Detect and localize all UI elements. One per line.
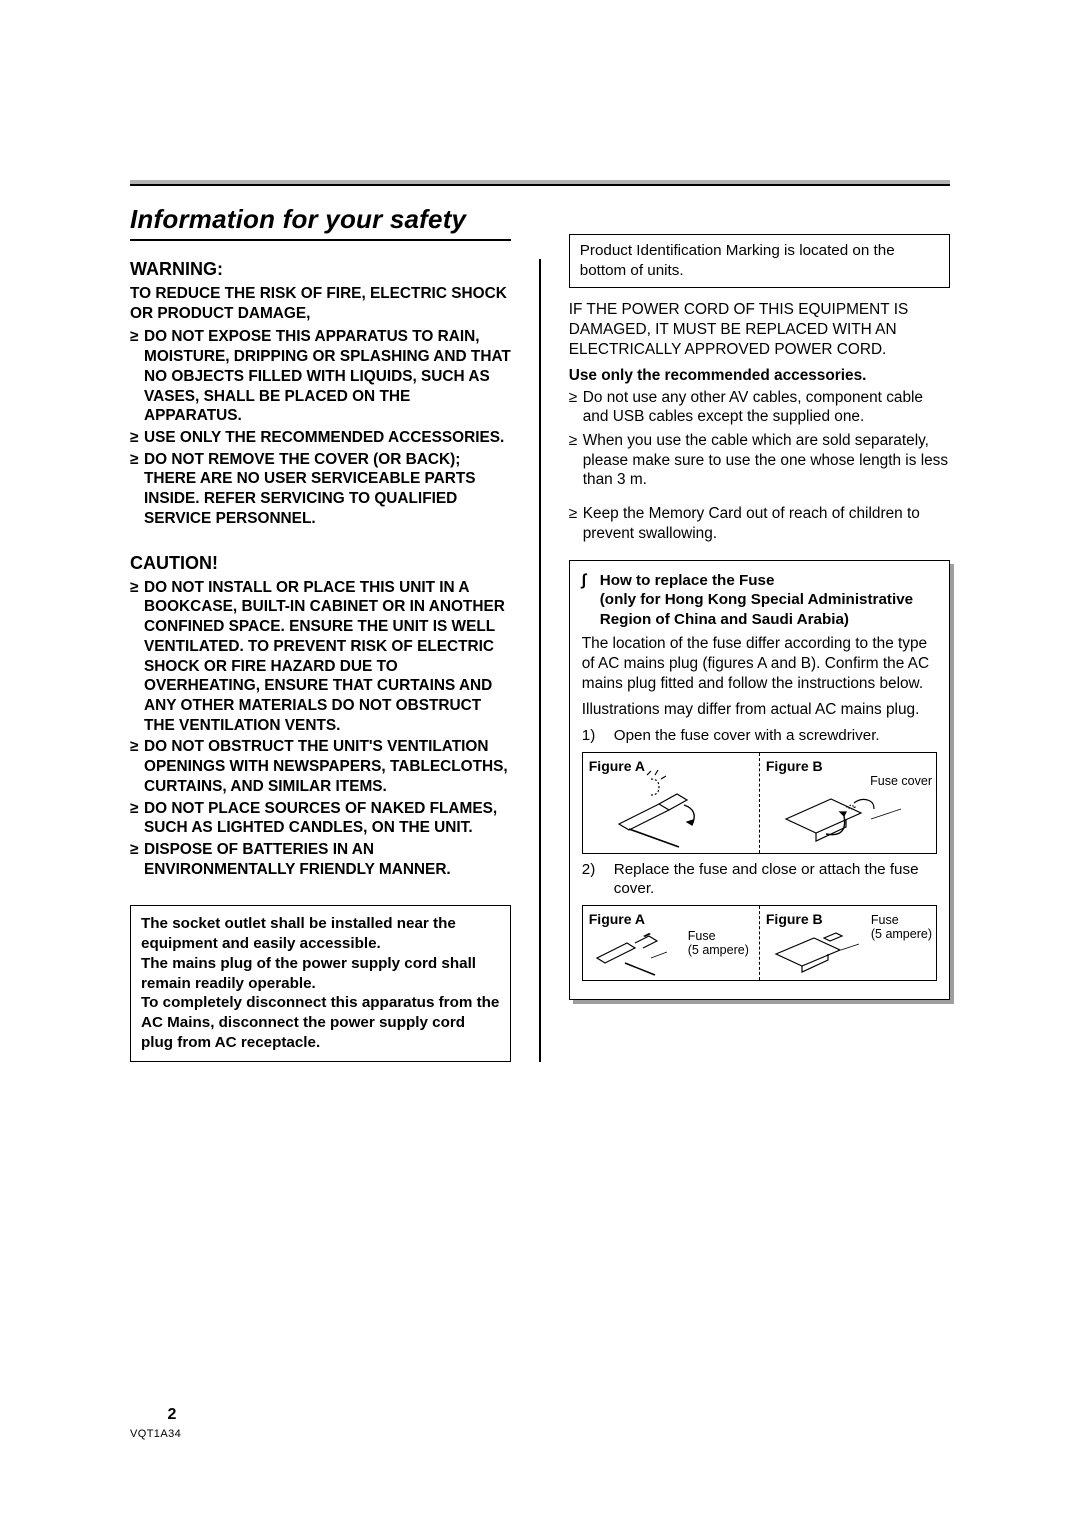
fuse-step-2: 2) Replace the fuse and close or attach …: [582, 860, 937, 900]
fuse-amp-label: Fuse (5 ampere): [688, 930, 749, 958]
fuse-title: How to replace the Fuse (only for Hong K…: [582, 571, 937, 630]
step-text: Open the fuse cover with a screwdriver.: [614, 726, 880, 746]
figure-label: Figure B: [766, 758, 823, 774]
caution-heading: CAUTION!: [130, 553, 511, 574]
step-text: Replace the fuse and close or attach the…: [614, 860, 937, 900]
figure-a-2: Figure A Fuse (5 ampere): [583, 906, 759, 980]
plug-b2-icon: [764, 926, 874, 976]
fuse-box: How to replace the Fuse (only for Hong K…: [569, 560, 950, 1001]
socket-outlet-box: The socket outlet shall be installed nea…: [130, 905, 511, 1061]
memory-card-list: Keep the Memory Card out of reach of chi…: [569, 504, 950, 543]
footer: 2 VQT1A34: [130, 1406, 192, 1440]
accessories-item: When you use the cable which are sold se…: [569, 431, 950, 490]
figure-set-1: Figure A: [582, 752, 937, 854]
right-column: Product Identification Marking is locate…: [569, 204, 950, 1062]
fuse-step-1: 1) Open the fuse cover with a screwdrive…: [582, 726, 937, 746]
figure-label: Figure B: [766, 911, 823, 927]
plug-a2-icon: [587, 922, 677, 978]
figure-set-2: Figure A Fuse (5 ampere): [582, 905, 937, 981]
warning-item: DO NOT REMOVE THE COVER (OR BACK); THERE…: [130, 450, 511, 529]
accessories-item: Do not use any other AV cables, componen…: [569, 388, 950, 427]
fuse-amp-label: Fuse (5 ampere): [871, 914, 932, 942]
caution-item: DO NOT INSTALL OR PLACE THIS UNIT IN A B…: [130, 578, 511, 736]
caution-item: DO NOT PLACE SOURCES OF NAKED FLAMES, SU…: [130, 799, 511, 838]
step-number: 1): [582, 726, 602, 746]
caution-item: DO NOT OBSTRUCT THE UNIT'S VENTILATION O…: [130, 737, 511, 796]
warning-heading: WARNING:: [130, 259, 511, 280]
section-title: Information for your safety: [130, 204, 511, 241]
figure-b-1: Figure B Fuse cover: [760, 753, 936, 853]
caution-item: DISPOSE OF BATTERIES IN AN ENVIRONMENTAL…: [130, 840, 511, 879]
figure-a-1: Figure A: [583, 753, 759, 853]
left-column: Information for your safety WARNING: TO …: [130, 204, 511, 1062]
column-divider: [539, 259, 541, 1062]
fuse-para-1: The location of the fuse differ accordin…: [582, 634, 937, 694]
warning-item: DO NOT EXPOSE THIS APPARATUS TO RAIN, MO…: [130, 327, 511, 426]
page-number: 2: [152, 1406, 192, 1424]
warning-list: DO NOT EXPOSE THIS APPARATUS TO RAIN, MO…: [130, 327, 511, 528]
accessories-list: Do not use any other AV cables, componen…: [569, 388, 950, 491]
accessories-bold: Use only the recommended accessories.: [569, 366, 950, 386]
step-number: 2): [582, 860, 602, 900]
plug-b-icon: [766, 779, 926, 849]
caution-list: DO NOT INSTALL OR PLACE THIS UNIT IN A B…: [130, 578, 511, 880]
memory-card-item: Keep the Memory Card out of reach of chi…: [569, 504, 950, 543]
warning-intro: TO REDUCE THE RISK OF FIRE, ELECTRIC SHO…: [130, 284, 511, 323]
power-cord-para: IF THE POWER CORD OF THIS EQUIPMENT IS D…: [569, 300, 950, 360]
top-rule: [130, 180, 950, 186]
figure-b-2: Figure B Fuse (5 ampere): [760, 906, 936, 980]
warning-item: USE ONLY THE RECOMMENDED ACCESSORIES.: [130, 428, 511, 448]
fuse-para-2: Illustrations may differ from actual AC …: [582, 700, 937, 720]
doc-id: VQT1A34: [130, 1428, 181, 1440]
pim-box: Product Identification Marking is locate…: [569, 234, 950, 288]
plug-a-icon: [589, 769, 739, 849]
